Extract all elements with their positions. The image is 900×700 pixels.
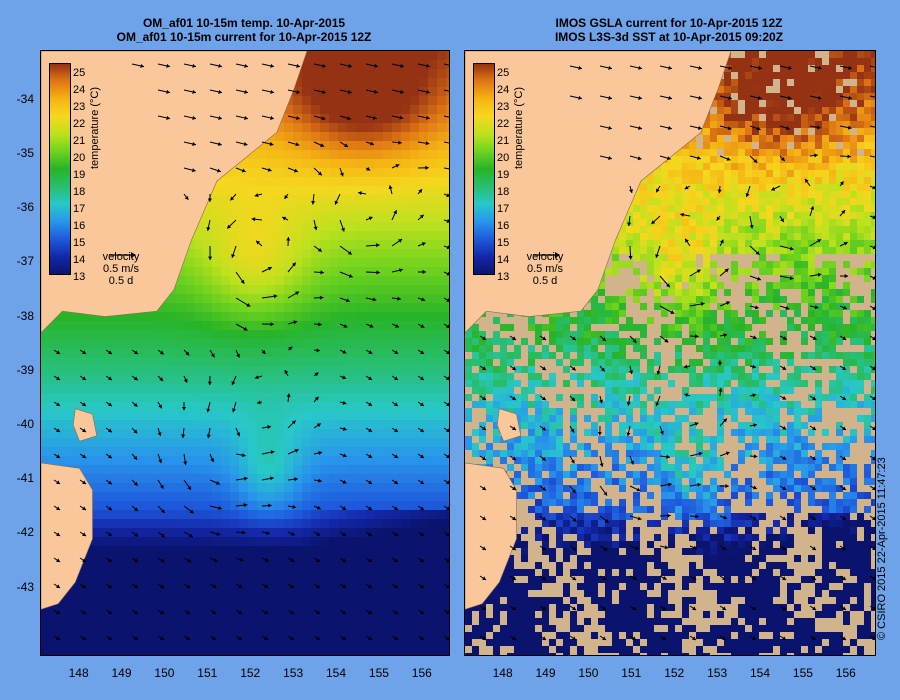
colorbar-tick-label: 16 <box>73 220 86 232</box>
colorbar-tick-label: 22 <box>497 118 510 130</box>
colorbar-tick-label: 18 <box>497 186 510 198</box>
left-title-line-1: OM_af01 10-15m temp. 10-Apr-2015 <box>142 16 346 30</box>
colorbar-tick-label: 24 <box>497 84 510 96</box>
colorbar-tick-label: 19 <box>73 169 86 181</box>
mainland-australia <box>41 51 308 334</box>
left-panel-title: OM_af01 10-15m temp. 10-Apr-2015 OM_af01… <box>40 16 448 44</box>
temperature-colorbar <box>49 63 71 275</box>
colorbar-tick-label: 23 <box>497 101 510 113</box>
colorbar-title-right: temperature (°C) <box>513 86 525 169</box>
lat-tick-label: -41 <box>16 471 34 486</box>
model-temperature-map[interactable]: 25 24 23 22 21 20 19 18 17 16 15 14 13 temperature (… <box>40 50 450 656</box>
copyright-stamp: © CSIRO 2015 22-Apr-2015 11:47:23 <box>876 457 888 640</box>
lat-tick-label: -42 <box>16 525 34 540</box>
colorbar-tick-label: 16 <box>497 220 510 232</box>
lon-tick-label: 155 <box>792 666 813 680</box>
right-title-line-1: IMOS GSLA current for 10-Apr-2015 12Z <box>555 16 783 30</box>
velocity-legend-duration: 0.5 d <box>108 275 134 287</box>
lat-tick-label: -40 <box>16 416 34 431</box>
colorbar-tick-label: 25 <box>497 67 510 79</box>
colorbar-tick-label: 15 <box>497 237 510 249</box>
velocity-legend-title: velocity <box>102 251 140 263</box>
colorbar-tick-label: 13 <box>497 271 510 283</box>
lon-tick-label: 150 <box>154 666 175 680</box>
lat-tick-label: -36 <box>16 200 34 215</box>
lon-tick-label: 153 <box>707 666 728 680</box>
lon-tick-label: 152 <box>664 666 685 680</box>
lon-tick-label: 154 <box>325 666 347 680</box>
lon-tick-label: 149 <box>535 666 556 680</box>
mainland-australia <box>465 51 732 334</box>
colorbar-tick-label: 25 <box>73 67 86 79</box>
lat-tick-label: -38 <box>16 308 34 323</box>
velocity-legend-speed-right: 0.5 m/s <box>526 263 564 275</box>
lat-tick-label: -34 <box>16 91 34 106</box>
observed-sst-field <box>465 51 875 655</box>
lon-tick-label: 149 <box>111 666 132 680</box>
temperature-colorbar-right <box>473 63 495 275</box>
lon-tick-label: 148 <box>492 666 513 680</box>
flinders-island <box>72 408 98 442</box>
colorbar-tick-label: 23 <box>73 101 86 113</box>
lon-tick-label: 150 <box>578 666 599 680</box>
tasmania <box>465 462 517 610</box>
observed-sst-map[interactable]: 25 24 23 22 21 20 19 18 17 16 15 14 13 temperature (… <box>464 50 876 656</box>
colorbar-tick-label: 20 <box>497 152 510 164</box>
velocity-legend-title-right: velocity <box>526 251 564 263</box>
velocity-legend-speed: 0.5 m/s <box>102 263 140 275</box>
colorbar-tick-label: 19 <box>497 169 510 181</box>
velocity-scale-arrow-icon <box>109 252 136 258</box>
lon-tick-label: 155 <box>368 666 389 680</box>
colorbar-tick-label: 18 <box>73 186 86 198</box>
velocity-scale-arrow-icon <box>533 252 560 258</box>
colorbar-tick-label: 17 <box>497 203 510 215</box>
colorbar-tick-label: 24 <box>73 84 86 96</box>
colorbar-title: temperature (°C) <box>89 86 101 169</box>
lat-tick-label: -35 <box>16 145 34 160</box>
colorbar-tick-label: 17 <box>73 203 86 215</box>
lon-tick-label: 151 <box>197 666 218 680</box>
lon-tick-label: 156 <box>835 666 856 680</box>
lat-tick-label: -39 <box>16 362 34 377</box>
colorbar-tick-label: 15 <box>73 237 86 249</box>
lon-tick-label: 148 <box>68 666 89 680</box>
colorbar-tick-label: 14 <box>497 254 510 266</box>
right-title-line-2: IMOS L3S-3d SST at 10-Apr-2015 09:20Z <box>554 30 784 44</box>
right-panel-title: IMOS GSLA current for 10-Apr-2015 12Z IM… <box>464 16 874 44</box>
flinders-island <box>496 408 522 442</box>
velocity-legend: velocity 0.5 m/s 0.5 d <box>91 251 151 287</box>
model-sst-field <box>41 51 449 655</box>
left-title-line-2: OM_af01 10-15m current for 10-Apr-2015 1… <box>116 30 372 44</box>
lon-tick-label: 156 <box>411 666 432 680</box>
colorbar-tick-label: 21 <box>497 135 510 147</box>
colorbar-tick-label: 22 <box>73 118 86 130</box>
colorbar-tick-label: 14 <box>73 254 86 266</box>
lon-tick-label: 152 <box>240 666 261 680</box>
lon-tick-label: 153 <box>283 666 304 680</box>
colorbar-tick-label: 21 <box>73 135 86 147</box>
lon-tick-label: 151 <box>621 666 642 680</box>
colorbar-tick-label: 13 <box>73 271 86 283</box>
colorbar-tick-label: 20 <box>73 152 86 164</box>
lat-tick-label: -37 <box>16 254 34 269</box>
velocity-legend-right: velocity 0.5 m/s 0.5 d <box>515 251 575 287</box>
lat-tick-label: -43 <box>16 579 34 594</box>
lon-tick-label: 154 <box>749 666 771 680</box>
velocity-legend-duration-right: 0.5 d <box>532 275 558 287</box>
